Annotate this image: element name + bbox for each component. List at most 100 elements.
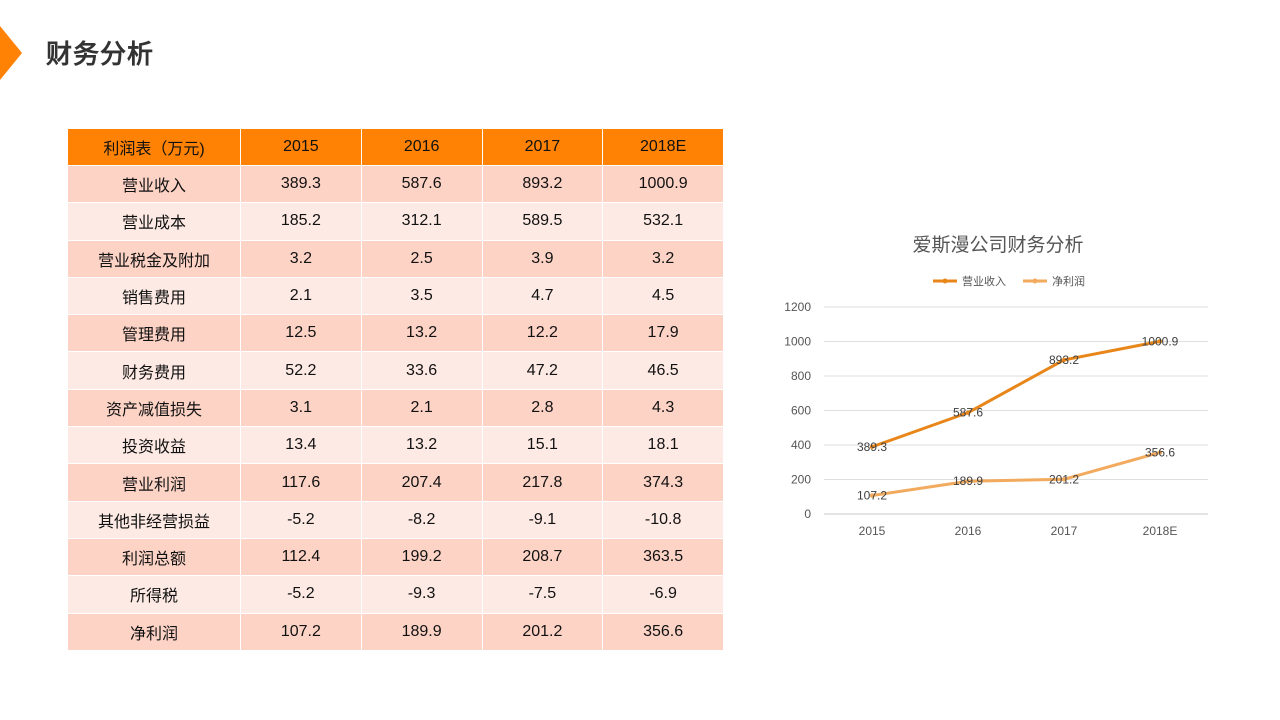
value-cell: 2.1 — [361, 389, 483, 428]
chart-series — [869, 339, 1163, 498]
y-tick-label: 800 — [791, 369, 811, 383]
data-point — [1061, 357, 1067, 363]
chart-gridlines — [824, 306, 1208, 515]
data-point — [1157, 339, 1163, 344]
table-row: 其他非经营损益 -5.2 -8.2 -9.1 -10.8 — [68, 501, 724, 539]
y-tick-label: 1200 — [784, 300, 811, 314]
value-cell: 2.8 — [482, 389, 604, 428]
header-cell: 2017 — [482, 129, 604, 166]
row-label-cell: 财务费用 — [68, 352, 241, 390]
value-cell: 389.3 — [241, 166, 362, 204]
value-cell: 589.5 — [482, 203, 604, 241]
value-cell: 189.9 — [361, 613, 483, 651]
table-row: 净利润 107.2 189.9 201.2 356.6 — [68, 613, 724, 651]
value-cell: 17.9 — [603, 315, 724, 353]
value-cell: 46.5 — [603, 352, 724, 390]
row-label-cell: 营业税金及附加 — [68, 240, 241, 278]
table-header-row: 利润表（万元) 2015 2016 2017 2018E — [68, 129, 724, 166]
value-cell: 13.2 — [361, 427, 483, 465]
page-title: 财务分析 — [46, 39, 155, 69]
table-row: 营业成本 185.2 312.1 589.5 532.1 — [68, 203, 724, 241]
data-label: 389.3 — [857, 440, 887, 454]
table-row: 营业收入 389.3 587.6 893.2 1000.9 — [68, 166, 724, 204]
title-accent-triangle — [0, 26, 22, 80]
chart-x-axis: 2015 2016 2017 2018E — [859, 524, 1178, 538]
value-cell: 12.5 — [241, 315, 362, 353]
value-cell: -5.2 — [241, 576, 362, 614]
data-point — [1061, 477, 1067, 482]
row-label-cell: 所得税 — [68, 576, 241, 614]
table-row: 营业利润 117.6 207.4 217.8 374.3 — [68, 464, 724, 502]
row-label-cell: 利润总额 — [68, 538, 241, 577]
row-label-cell: 净利润 — [68, 613, 241, 651]
table-body: 营业收入 389.3 587.6 893.2 1000.9 营业成本 185.2 312.1 5… — [68, 166, 724, 651]
value-cell: 112.4 — [241, 538, 362, 577]
row-label-cell: 投资收益 — [68, 427, 241, 465]
table-row: 销售费用 2.1 3.5 4.7 4.5 — [68, 277, 724, 316]
value-cell: 3.9 — [482, 240, 604, 278]
value-cell: 33.6 — [361, 352, 483, 390]
y-tick-label: 600 — [791, 404, 811, 418]
y-tick-label: 400 — [791, 438, 811, 452]
value-cell: 4.5 — [603, 277, 724, 316]
data-point — [869, 493, 875, 498]
row-label-cell: 其他非经营损益 — [68, 501, 241, 539]
value-cell: 4.7 — [482, 277, 604, 316]
value-cell: 13.4 — [241, 427, 362, 465]
header-cell: 2015 — [241, 129, 362, 166]
data-point — [1157, 450, 1163, 455]
series-line-1 — [870, 339, 1162, 449]
value-cell: 47.2 — [482, 352, 604, 390]
value-cell: -9.1 — [482, 501, 604, 539]
value-cell: 208.7 — [482, 538, 604, 577]
header-cell: 2016 — [361, 129, 483, 166]
data-label: 107.2 — [857, 489, 887, 503]
value-cell: 587.6 — [361, 166, 483, 204]
y-tick-label: 1000 — [784, 335, 811, 349]
legend-marker — [942, 278, 948, 284]
data-label: 356.6 — [1145, 445, 1175, 459]
header-cell: 利润表（万元) — [68, 129, 241, 166]
value-cell: 18.1 — [603, 427, 724, 465]
data-label: 587.6 — [953, 406, 983, 420]
row-label-cell: 营业成本 — [68, 203, 241, 241]
legend-label: 营业收入 — [962, 274, 1006, 288]
value-cell: 2.1 — [241, 277, 362, 316]
value-cell: 893.2 — [482, 166, 604, 204]
data-label: 189.9 — [953, 474, 983, 488]
table-row: 管理费用 12.5 13.2 12.2 17.9 — [68, 315, 724, 353]
table-row: 资产减值损失 3.1 2.1 2.8 4.3 — [68, 389, 724, 428]
row-label-cell: 管理费用 — [68, 315, 241, 353]
x-tick-label: 2018E — [1143, 524, 1178, 538]
chart-data-labels: 389.3 587.6 893.2 1000.9 107.2 189.9 201.2 356.… — [857, 334, 1179, 502]
chart-y-axis: 0 200 400 600 800 1000 1200 — [784, 300, 811, 521]
value-cell: 217.8 — [482, 464, 604, 502]
value-cell: 3.2 — [603, 240, 724, 278]
value-cell: -8.2 — [361, 501, 483, 539]
x-tick-label: 2015 — [859, 524, 886, 538]
value-cell: -9.3 — [361, 576, 483, 614]
table-row: 财务费用 52.2 33.6 47.2 46.5 — [68, 352, 724, 390]
x-tick-label: 2017 — [1051, 524, 1078, 538]
value-cell: -5.2 — [241, 501, 362, 539]
data-label: 201.2 — [1049, 472, 1079, 486]
legend-label: 净利润 — [1052, 274, 1085, 288]
value-cell: 356.6 — [603, 613, 724, 651]
y-tick-label: 0 — [804, 507, 811, 521]
income-statement-table: 利润表（万元) 2015 2016 2017 2018E 营业收入 389.3 58… — [68, 129, 724, 651]
data-label: 893.2 — [1049, 353, 1079, 367]
value-cell: 3.5 — [361, 277, 483, 316]
row-label-cell: 销售费用 — [68, 277, 241, 316]
legend-marker — [1032, 278, 1038, 284]
value-cell: 13.2 — [361, 315, 483, 353]
data-point — [965, 479, 971, 484]
value-cell: 12.2 — [482, 315, 604, 353]
row-label-cell: 资产减值损失 — [68, 389, 241, 428]
value-cell: 3.1 — [241, 389, 362, 428]
value-cell: 374.3 — [603, 464, 724, 502]
chart-title: 爱斯漫公司财务分析 — [912, 234, 1083, 256]
data-point — [965, 410, 971, 415]
value-cell: 532.1 — [603, 203, 724, 241]
table-row: 营业税金及附加 3.2 2.5 3.9 3.2 — [68, 240, 724, 278]
value-cell: -10.8 — [603, 501, 724, 539]
